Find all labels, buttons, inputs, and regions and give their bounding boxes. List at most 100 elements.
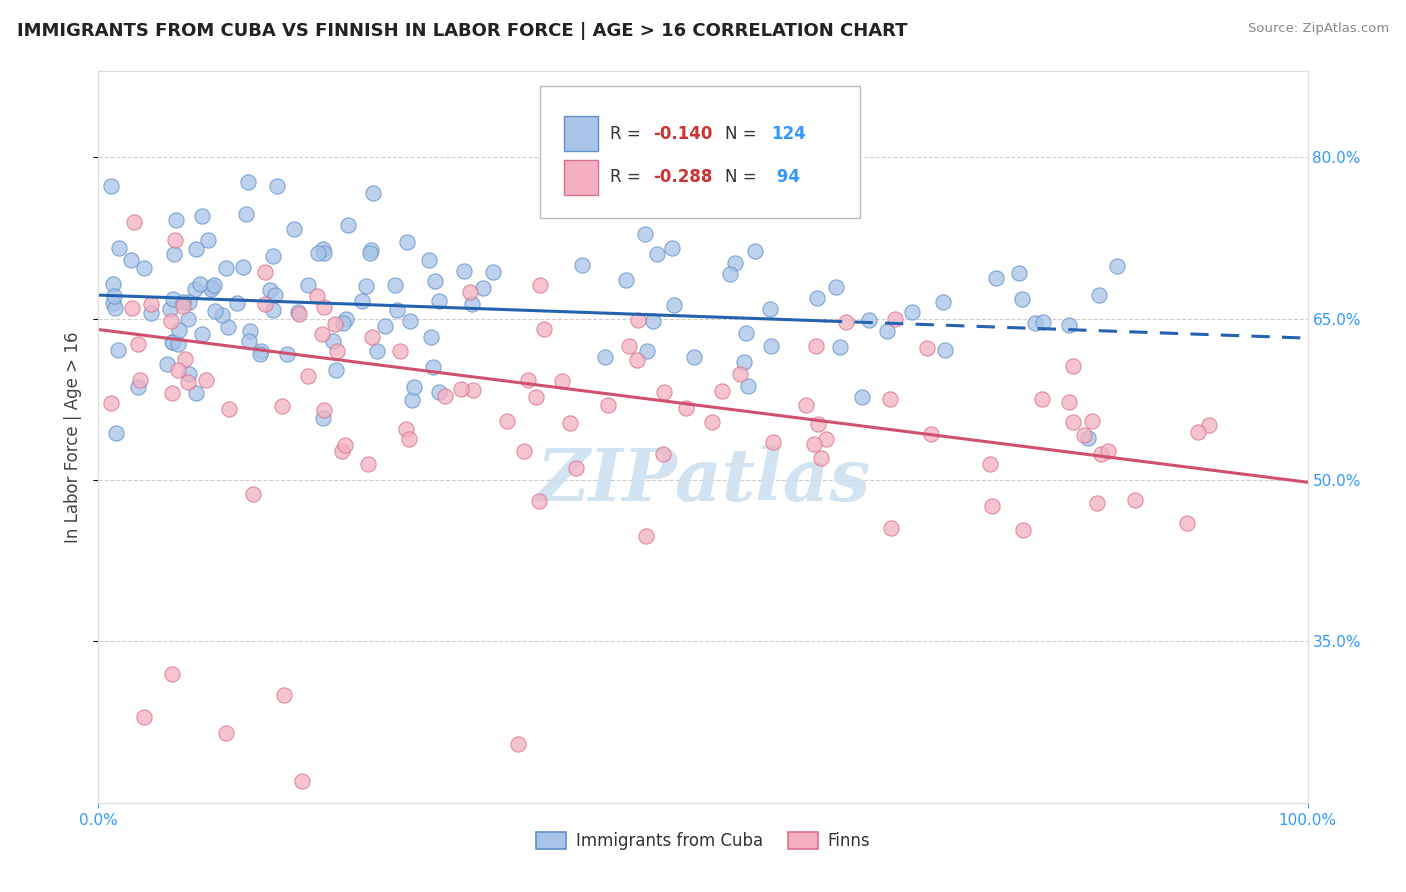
Point — [167, 323, 190, 337]
Point — [166, 337, 188, 351]
Point — [427, 294, 450, 309]
Point — [533, 322, 555, 336]
Point — [728, 368, 751, 382]
FancyBboxPatch shape — [564, 116, 598, 151]
Point — [163, 233, 186, 247]
Point — [312, 410, 335, 425]
Point — [418, 252, 440, 267]
Point — [177, 375, 200, 389]
Point — [330, 444, 353, 458]
Point — [242, 487, 264, 501]
Point — [291, 774, 314, 789]
Text: 94: 94 — [770, 169, 800, 186]
Point — [226, 296, 249, 310]
Point — [336, 219, 359, 233]
Point — [236, 175, 259, 189]
Point — [200, 282, 222, 296]
Point — [794, 398, 817, 412]
Point — [527, 493, 550, 508]
Point — [128, 373, 150, 387]
Point — [204, 304, 226, 318]
Point — [357, 457, 380, 471]
Point — [1031, 392, 1053, 406]
Point — [636, 343, 658, 358]
Point — [288, 307, 311, 321]
Point — [513, 444, 536, 458]
Point — [283, 222, 305, 236]
Point — [558, 416, 581, 430]
Point — [1123, 493, 1146, 508]
Point — [159, 301, 181, 316]
Text: -0.288: -0.288 — [654, 169, 713, 186]
Point — [401, 393, 423, 408]
Text: R =: R = — [610, 169, 645, 186]
Point — [105, 426, 128, 441]
Point — [172, 299, 194, 313]
Point — [636, 529, 658, 543]
Point — [103, 289, 125, 303]
Point — [160, 335, 183, 350]
Point — [824, 280, 846, 294]
Point — [1062, 415, 1084, 429]
Point — [354, 278, 377, 293]
Point — [884, 312, 907, 326]
Point — [427, 384, 450, 399]
Point — [803, 436, 825, 450]
Point — [239, 324, 262, 338]
Point — [565, 460, 588, 475]
Point — [191, 327, 214, 342]
Text: -0.140: -0.140 — [654, 125, 713, 143]
Point — [235, 207, 257, 221]
Point — [217, 320, 239, 334]
Point — [311, 326, 333, 341]
FancyBboxPatch shape — [540, 86, 860, 218]
Point — [250, 343, 273, 358]
Point — [132, 260, 155, 275]
Point — [422, 360, 444, 375]
Point — [980, 499, 1002, 513]
Point — [184, 282, 207, 296]
Point — [249, 347, 271, 361]
Point — [100, 179, 122, 194]
Text: 124: 124 — [770, 125, 806, 143]
Point — [551, 374, 574, 388]
Point — [297, 369, 319, 384]
Point — [307, 245, 329, 260]
Point — [139, 297, 162, 311]
Point — [172, 295, 194, 310]
Point — [184, 242, 207, 256]
Point — [127, 337, 149, 351]
Point — [177, 367, 200, 381]
Point — [858, 312, 880, 326]
Point — [1073, 427, 1095, 442]
Point — [735, 326, 758, 340]
Point — [662, 297, 685, 311]
Point — [661, 241, 683, 255]
Point — [810, 450, 832, 465]
Point — [1059, 395, 1081, 409]
Text: R =: R = — [610, 125, 645, 143]
Text: Source: ZipAtlas.com: Source: ZipAtlas.com — [1249, 22, 1389, 36]
Point — [211, 309, 233, 323]
Point — [934, 343, 956, 358]
Point — [1012, 524, 1035, 538]
Point — [333, 437, 356, 451]
Point — [1097, 444, 1119, 458]
Point — [571, 258, 593, 272]
Point — [179, 295, 201, 310]
Point — [1187, 425, 1209, 439]
Point — [287, 305, 309, 319]
Point — [759, 339, 782, 353]
Text: N =: N = — [724, 125, 762, 143]
Point — [352, 294, 374, 309]
Point — [259, 283, 281, 297]
Point — [373, 319, 395, 334]
Point — [262, 249, 284, 263]
Point — [276, 347, 298, 361]
Point — [201, 279, 224, 293]
Point — [326, 343, 349, 358]
Point — [652, 385, 675, 400]
Point — [920, 427, 942, 442]
Point — [1011, 292, 1033, 306]
Point — [103, 295, 125, 310]
